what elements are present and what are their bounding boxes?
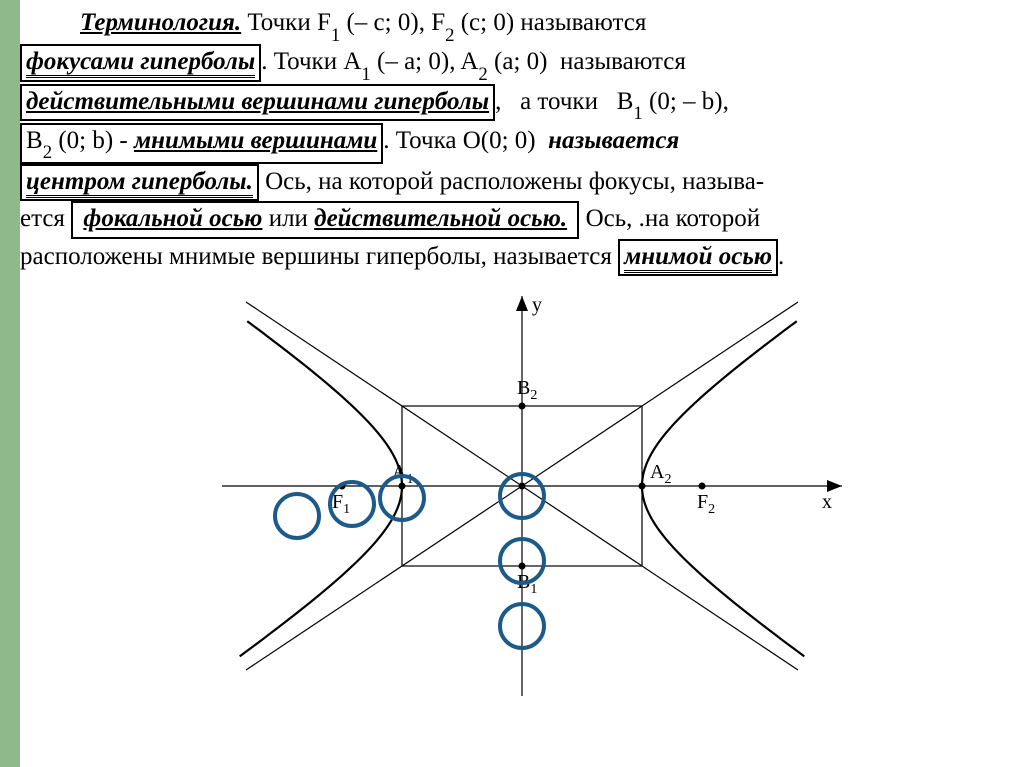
diagram-wrap: B2B1A1A2F1F2xy: [20, 276, 1024, 716]
center-box: центром гиперболы.: [20, 164, 259, 201]
focal-axis-box: фокальной осью или действительной осью.: [71, 201, 579, 238]
b2-imag-box: B2 (0; b) - мнимыми вершинами: [20, 123, 383, 164]
svg-text:B2: B2: [517, 377, 537, 403]
svg-text:x: x: [822, 491, 832, 513]
svg-text:A2: A2: [650, 461, 671, 487]
svg-text:y: y: [532, 294, 542, 316]
o-point: O(0; 0): [463, 127, 536, 154]
f2: F2 (с; 0): [431, 9, 514, 36]
svg-text:F2: F2: [697, 491, 715, 517]
a2: A2 (a; 0): [460, 48, 547, 75]
f1: F1 (– с; 0): [317, 9, 419, 36]
foci-box: фокусами гиперболы: [20, 44, 261, 81]
hyperbola-diagram: B2B1A1A2F1F2xy: [172, 276, 872, 706]
b1: B1 (0; – b): [617, 88, 723, 115]
content-area: Терминология. Точки F1 (– с; 0), F2 (с; …: [20, 0, 1024, 716]
paragraph: Терминология. Точки F1 (– с; 0), F2 (с; …: [20, 5, 1024, 276]
imag-axis-box: мнимой осью: [618, 239, 778, 276]
sidebar-stripe: [0, 0, 20, 767]
term-heading: Терминология.: [80, 9, 241, 36]
real-vertices-box: действительными вершинами гиперболы: [20, 84, 495, 121]
a1: A1 (– a; 0): [343, 48, 449, 75]
svg-text:F1: F1: [332, 491, 350, 517]
